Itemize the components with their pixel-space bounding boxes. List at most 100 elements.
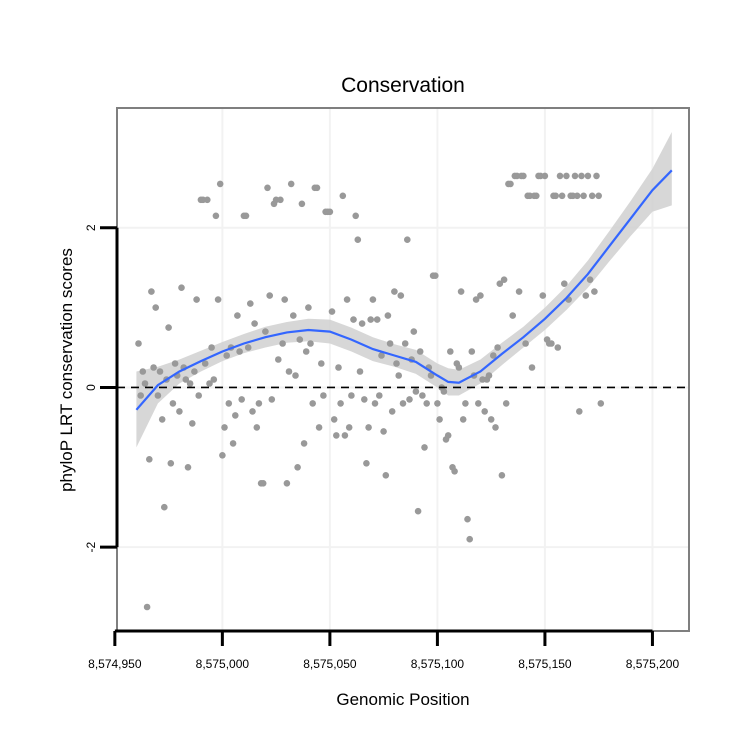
data-point-16 — [169, 400, 177, 407]
data-point-195 — [554, 344, 562, 351]
data-point-210 — [586, 276, 594, 284]
data-point-169 — [498, 472, 506, 479]
data-point-165 — [490, 352, 497, 359]
data-point-179 — [520, 172, 527, 180]
data-point-84 — [315, 424, 323, 431]
data-point-138 — [432, 272, 439, 280]
data-point-11 — [158, 416, 166, 423]
data-point-192 — [548, 340, 555, 347]
x-axis: 8,574,950 8,575,000 8,575,050 8,575,100 8,57… — [88, 629, 679, 671]
data-point-10 — [156, 368, 164, 375]
data-point-99 — [348, 392, 355, 399]
data-point-72 — [290, 312, 297, 319]
data-point-67 — [279, 340, 286, 347]
data-point-188 — [539, 292, 547, 299]
data-point-50 — [242, 212, 250, 220]
data-point-54 — [251, 320, 258, 327]
data-point-19 — [176, 408, 183, 415]
data-point-20 — [178, 284, 185, 292]
data-point-203 — [571, 172, 579, 180]
data-point-65 — [275, 356, 282, 363]
data-point-74 — [294, 464, 301, 471]
data-point-58 — [259, 480, 267, 487]
data-point-140 — [436, 416, 443, 423]
data-point-89 — [326, 208, 334, 216]
data-point-153 — [464, 515, 471, 523]
data-point-7 — [150, 364, 157, 371]
data-point-209 — [584, 172, 592, 180]
data-point-194 — [552, 192, 559, 200]
data-point-2 — [139, 368, 147, 375]
data-point-109 — [369, 296, 377, 303]
data-point-171 — [502, 400, 510, 407]
smooth-ci-ribbon-layer — [136, 132, 672, 448]
data-point-85 — [318, 360, 325, 367]
data-point-180 — [522, 340, 529, 347]
data-point-66 — [277, 196, 284, 204]
data-point-52 — [247, 300, 254, 307]
data-point-32 — [204, 196, 211, 204]
data-point-31 — [201, 360, 209, 367]
data-point-48 — [238, 396, 245, 403]
data-point-126 — [406, 396, 413, 403]
data-point-105 — [361, 396, 368, 403]
data-point-145 — [447, 348, 454, 355]
data-point-59 — [262, 328, 269, 335]
data-point-46 — [234, 312, 241, 319]
data-point-155 — [468, 348, 476, 355]
data-point-106 — [363, 460, 370, 467]
data-point-208 — [582, 292, 590, 299]
data-point-38 — [216, 180, 224, 188]
data-point-39 — [219, 452, 226, 459]
data-point-86 — [320, 392, 327, 399]
smooth-fit-layer — [135, 169, 673, 411]
data-point-133 — [421, 444, 428, 451]
data-point-206 — [578, 172, 585, 180]
data-point-80 — [307, 340, 314, 347]
data-point-27 — [193, 296, 200, 303]
data-point-0 — [135, 340, 142, 347]
data-point-28 — [195, 392, 202, 399]
data-point-174 — [509, 312, 516, 319]
data-point-1 — [137, 392, 144, 399]
data-point-107 — [365, 424, 372, 431]
data-point-150 — [457, 288, 465, 295]
data-point-24 — [186, 380, 194, 387]
data-point-161 — [481, 408, 489, 415]
data-point-70 — [285, 368, 293, 375]
data-point-119 — [391, 288, 398, 295]
y-axis: -2 0 2 — [84, 224, 119, 553]
data-point-56 — [255, 400, 263, 407]
data-point-41 — [223, 352, 230, 359]
data-point-92 — [333, 432, 340, 439]
data-point-22 — [182, 376, 190, 383]
data-point-60 — [264, 184, 271, 192]
data-point-214 — [595, 192, 602, 200]
data-point-125 — [404, 236, 411, 243]
y-axis-title: phyloP LRT conservation scores — [57, 248, 76, 492]
data-point-45 — [232, 412, 239, 419]
data-point-117 — [386, 340, 394, 347]
data-point-136 — [427, 372, 435, 379]
data-point-116 — [384, 312, 392, 319]
data-point-34 — [208, 344, 215, 351]
data-point-170 — [500, 276, 508, 284]
data-point-151 — [459, 416, 467, 423]
data-point-23 — [184, 464, 192, 471]
data-point-198 — [561, 280, 568, 288]
data-point-71 — [287, 180, 295, 188]
confidence-ribbon — [136, 132, 672, 448]
y-tick-label-1: 0 — [84, 384, 98, 391]
data-point-124 — [401, 340, 409, 347]
data-point-76 — [298, 200, 306, 208]
data-point-132 — [419, 392, 426, 399]
data-point-154 — [466, 535, 474, 543]
data-point-40 — [221, 424, 228, 431]
chart-title: Conservation — [341, 74, 465, 97]
data-point-4 — [143, 603, 151, 611]
data-point-157 — [472, 296, 480, 303]
data-point-12 — [161, 503, 168, 511]
data-point-55 — [253, 424, 261, 431]
data-point-14 — [165, 324, 172, 331]
